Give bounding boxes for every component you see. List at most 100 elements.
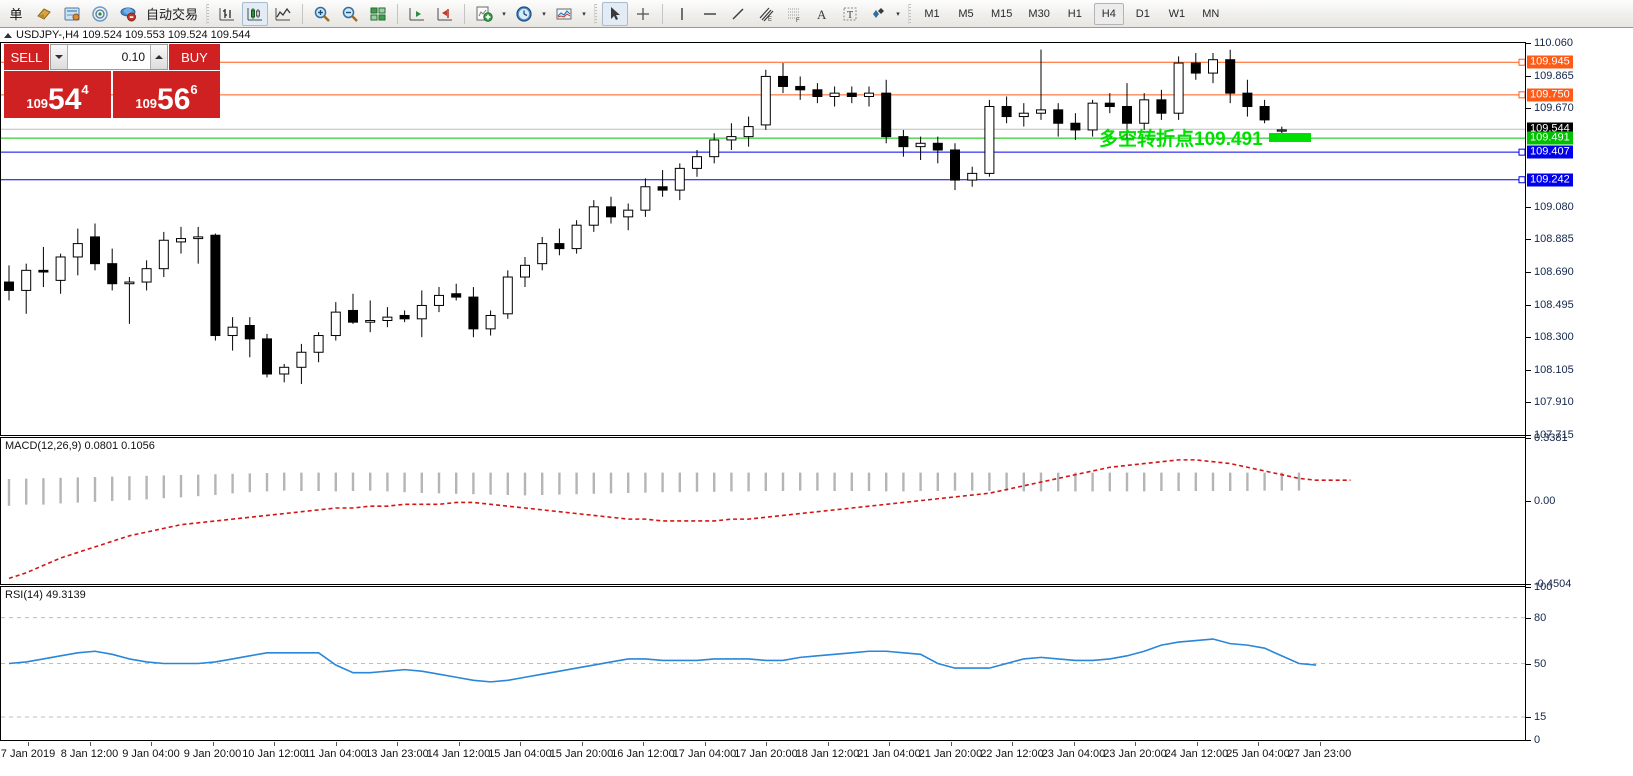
time-tick — [581, 742, 583, 746]
collapse-triangle-icon[interactable] — [4, 32, 12, 38]
buy-price-button[interactable]: 109 56 6 — [113, 71, 220, 118]
timeframe-h4[interactable]: H4 — [1093, 2, 1124, 25]
zoom-out-icon[interactable] — [337, 2, 363, 26]
sell-price-prefix: 109 — [26, 96, 49, 111]
axis-tick-label: 107.715 — [1534, 429, 1574, 441]
zoom-in-icon[interactable] — [309, 2, 335, 26]
price-axis[interactable]: 110.060 109.865 109.670 109.080 108.885 108.6… — [1525, 37, 1633, 746]
time-tick-label: 23 Jan 04:00 — [1041, 748, 1106, 760]
volume-stepper[interactable]: 0.10 — [50, 44, 168, 70]
time-tick — [212, 742, 214, 746]
line-chart-icon[interactable] — [270, 2, 296, 26]
chart-window: USDJPY-,H4 109.524 109.553 109.524 109.5… — [0, 28, 1633, 776]
horizontal-line-icon[interactable] — [697, 2, 723, 26]
templates-dropdown-caret[interactable]: ▾ — [502, 10, 506, 18]
price-badge-order-line[interactable]: 109.750 — [1527, 88, 1573, 102]
rsi-axis-tick — [1526, 587, 1531, 588]
time-tick — [1258, 742, 1259, 746]
time-tick-label: 10 Jan 12:00 — [242, 748, 306, 760]
axis-tick — [1526, 272, 1531, 273]
auto-scroll-icon[interactable] — [432, 2, 458, 26]
sell-price-button[interactable]: 109 54 4 — [4, 71, 111, 118]
time-tick-label: 8 Jan 12:00 — [60, 748, 119, 760]
bar-chart-icon[interactable] — [214, 2, 240, 26]
buy-button[interactable]: BUY — [168, 44, 220, 70]
text-label-icon[interactable]: A — [809, 2, 835, 26]
timeframe-w1[interactable]: W1 — [1168, 7, 1186, 20]
chart-shift-icon[interactable] — [404, 2, 430, 26]
equidistant-channel-icon[interactable]: E — [753, 2, 779, 26]
axis-tick — [1526, 108, 1531, 110]
timeframe-h1[interactable]: H1 — [1067, 7, 1082, 20]
time-tick — [28, 742, 29, 746]
tile-windows-icon[interactable] — [365, 2, 391, 26]
one-click-trading-panel[interactable]: SELL 0.10 BUY 109 54 4 109 56 6 — [4, 44, 220, 118]
volume-increase-button[interactable] — [150, 45, 167, 69]
shapes-icon[interactable] — [865, 2, 891, 26]
rsi-axis-label: 0 — [1534, 734, 1541, 746]
periods-dropdown-caret[interactable]: ▾ — [542, 10, 546, 18]
buy-price-big: 56 — [157, 83, 191, 116]
timeframe-m15[interactable]: M15 — [991, 7, 1013, 20]
timeframe-mn[interactable]: MN — [1202, 7, 1220, 20]
autotrading-icon[interactable] — [115, 2, 141, 26]
rsi-pane[interactable]: RSI(14) 49.3139 — [0, 586, 1525, 741]
fibonacci-icon[interactable]: F — [781, 2, 807, 26]
macd-axis-label: 0.00 — [1534, 494, 1556, 507]
periods-icon[interactable] — [511, 2, 537, 26]
shapes-dropdown-caret[interactable]: ▾ — [896, 10, 900, 18]
timeframe-m5[interactable]: M5 — [958, 7, 974, 20]
data-window-icon[interactable] — [87, 2, 113, 26]
macd-axis-label: 0.3381 — [1534, 432, 1568, 444]
time-tick-label: 24 Jan 12:00 — [1164, 748, 1229, 760]
chevron-up-icon — [155, 55, 163, 59]
time-axis[interactable]: 7 Jan 2019 8 Jan 12:00 9 Jan 04:00 9 Jan 20… — [0, 742, 1525, 776]
axis-tick-label: 108.105 — [1534, 363, 1574, 376]
time-tick — [643, 742, 644, 746]
time-tick-label: 17 Jan 04:00 — [672, 748, 737, 760]
candlestick-chart-icon[interactable] — [242, 1, 269, 26]
timeframe-m1[interactable]: M1 — [924, 7, 940, 20]
volume-decrease-button[interactable] — [51, 45, 68, 69]
time-tick-label: 17 Jan 20:00 — [734, 748, 798, 760]
expert-advisors-icon[interactable] — [31, 2, 57, 26]
time-tick — [458, 742, 460, 746]
vertical-line-icon[interactable] — [669, 2, 695, 26]
market-watch-icon[interactable] — [59, 2, 85, 26]
time-tick — [827, 742, 829, 746]
time-tick-label: 22 Jan 12:00 — [980, 748, 1044, 760]
time-tick-label: 18 Jan 12:00 — [795, 748, 860, 760]
price-pane[interactable]: 多空转折点109.491 — [0, 42, 1525, 436]
time-tick-label: 13 Jan 23:00 — [365, 748, 429, 760]
trendline-icon[interactable] — [725, 2, 751, 26]
indicators-icon[interactable] — [551, 2, 577, 26]
new-order-icon[interactable]: 单 — [9, 7, 23, 22]
time-tick — [1073, 742, 1075, 746]
chart-annotation-text: 多空转折点109.491 — [1099, 129, 1263, 151]
timeframe-m30[interactable]: M30 — [1028, 7, 1050, 20]
rsi-axis-label: 15 — [1534, 711, 1547, 724]
sell-button[interactable]: SELL — [4, 44, 50, 70]
macd-axis-label: -0.4504 — [1534, 578, 1572, 590]
price-badge-support-line[interactable]: 109.242 — [1527, 173, 1573, 187]
price-badge-support-line[interactable]: 109.407 — [1527, 145, 1573, 159]
time-tick-label: 21 Jan 20:00 — [918, 748, 983, 760]
axis-tick — [1526, 239, 1531, 241]
toolbar-divider-4 — [662, 3, 664, 24]
cursor-icon[interactable] — [602, 1, 629, 26]
price-badge-order-line[interactable]: 109.945 — [1527, 55, 1573, 69]
indicators-dropdown-caret[interactable]: ▾ — [582, 10, 586, 18]
crosshair-icon[interactable] — [630, 2, 656, 26]
sell-price-big: 54 — [48, 83, 82, 116]
axis-tick — [1526, 43, 1531, 44]
toolbar-divider-2 — [397, 3, 399, 24]
price-badge-turning-point[interactable]: 109.491 — [1527, 131, 1573, 145]
volume-input[interactable]: 0.10 — [68, 45, 150, 69]
macd-pane[interactable]: MACD(12,26,9) 0.0801 0.1056 — [0, 437, 1525, 585]
time-tick — [397, 742, 398, 746]
time-tick-label: 7 Jan 2019 — [0, 748, 56, 760]
text-box-icon[interactable]: T — [837, 2, 863, 26]
autotrading-label[interactable]: 自动交易 — [146, 7, 199, 22]
templates-icon[interactable] — [471, 2, 497, 26]
timeframe-d1[interactable]: D1 — [1135, 7, 1150, 20]
